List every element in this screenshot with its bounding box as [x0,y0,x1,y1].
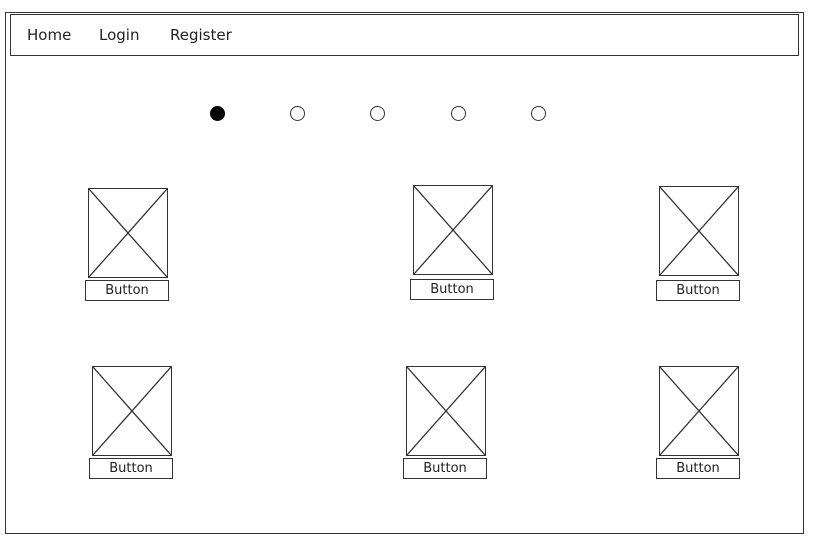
carousel-indicators [0,106,814,126]
carousel-dot-2[interactable] [290,106,305,121]
image-placeholder-icon [659,366,739,456]
carousel-dot-1[interactable] [210,106,225,121]
card-button[interactable]: Button [403,458,487,479]
card-button[interactable]: Button [85,280,169,301]
carousel-dot-5[interactable] [531,106,546,121]
carousel-dot-4[interactable] [451,106,466,121]
nav-link-home[interactable]: Home [27,26,72,44]
nav-link-register[interactable]: Register [170,26,232,44]
carousel-dot-3[interactable] [370,106,385,121]
page-frame [5,12,804,534]
card-button[interactable]: Button [89,458,173,479]
image-placeholder-icon [659,186,739,276]
card-button[interactable]: Button [410,279,494,300]
image-placeholder-icon [92,366,172,456]
card-button[interactable]: Button [656,458,740,479]
image-placeholder-icon [413,185,493,275]
nav-link-login[interactable]: Login [99,26,140,44]
image-placeholder-icon [406,366,486,456]
image-placeholder-icon [88,188,168,278]
card-button[interactable]: Button [656,280,740,301]
top-navbar: Home Login Register [10,14,799,56]
